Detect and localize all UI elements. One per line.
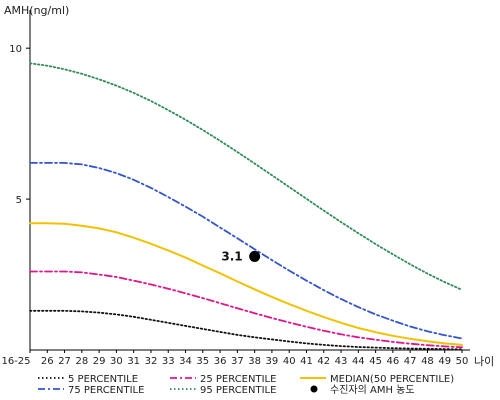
y-tick-label: 5 (16, 195, 22, 206)
x-tick-label: 41 (300, 356, 313, 367)
x-tick-label: 39 (266, 356, 279, 367)
x-tick-label: 36 (214, 356, 227, 367)
x-tick-label: 33 (162, 356, 175, 367)
legend: 5 PERCENTILE 25 PERCENTILE MEDIAN(50 PERCE… (38, 374, 454, 396)
x-tick-label: 31 (127, 356, 140, 367)
x-tick-label: 16-25 (1, 356, 30, 367)
x-tick-label: 30 (110, 356, 123, 367)
x-tick-label: 29 (93, 356, 106, 367)
y-tick-label: 10 (9, 44, 22, 55)
x-tick-label: 43 (335, 356, 348, 367)
x-tick-label: 45 (369, 356, 382, 367)
patient-marker-point (249, 250, 261, 262)
x-tick-label: 50 (456, 356, 469, 367)
x-tick-label: 34 (179, 356, 192, 367)
legend-marker-swatch (310, 385, 318, 393)
x-tick-label: 28 (75, 356, 88, 367)
x-tick-label: 37 (231, 356, 244, 367)
legend-label: 95 PERCENTILE (200, 385, 276, 396)
x-tick-label: 40 (283, 356, 296, 367)
legend-label: MEDIAN(50 PERCENTILE) (330, 374, 454, 385)
x-tick-label: 44 (352, 356, 365, 367)
patient-value-label: 3.1 (221, 249, 242, 263)
series-line (29, 222, 463, 346)
series-line (29, 62, 463, 291)
x-tick-label: 47 (404, 356, 417, 367)
x-tick-label: 48 (421, 356, 434, 367)
x-tick-label: 26 (41, 356, 54, 367)
x-axis-title: 나이 (474, 355, 494, 368)
x-tick-label: 42 (317, 356, 330, 367)
x-tick-label: 27 (58, 356, 71, 367)
x-tick-label: 35 (196, 356, 209, 367)
legend-label: 75 PERCENTILE (68, 385, 144, 396)
series-layer: 3.1 (29, 62, 463, 351)
series-line (29, 309, 463, 351)
y-axis-title: AMH(ng/ml) (4, 4, 69, 17)
axes-layer: 5 10 16-25 26 27 28 29 30 31 32 33 34 35 36 37 38 39 40 41… (1, 4, 494, 368)
legend-marker-label: 수진자의 AMH 농도 (330, 384, 415, 396)
x-tick-label: 46 (387, 356, 400, 367)
x-tick-label: 49 (438, 356, 451, 367)
legend-label: 25 PERCENTILE (200, 374, 276, 385)
legend-label: 5 PERCENTILE (68, 374, 138, 385)
x-tick-label: 38 (248, 356, 261, 367)
series-line (29, 270, 463, 349)
series-line (29, 162, 463, 340)
x-tick-label: 32 (145, 356, 158, 367)
